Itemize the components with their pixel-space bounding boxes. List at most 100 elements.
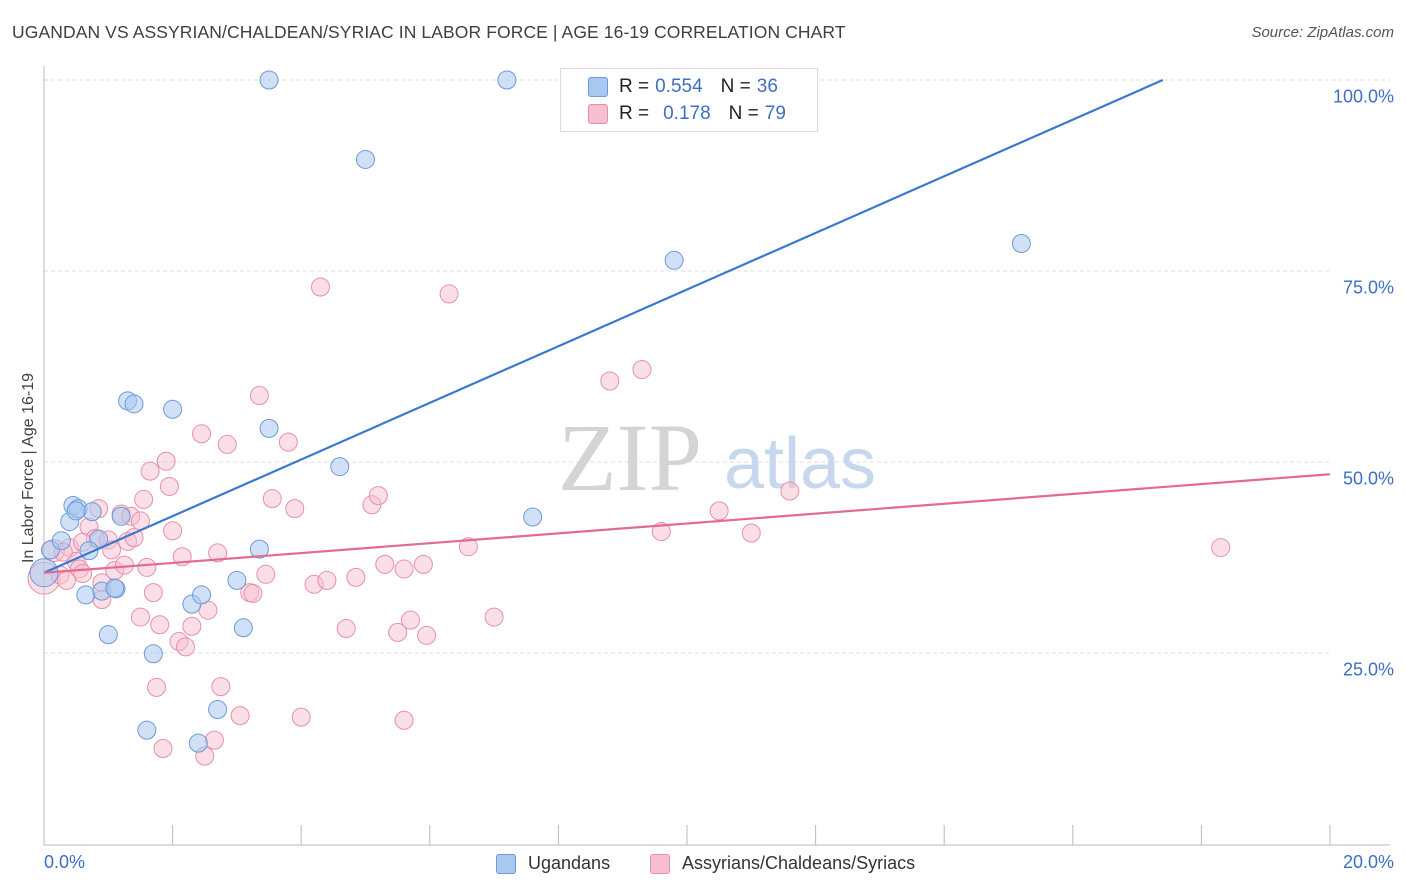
assyrians-point <box>217 434 237 454</box>
ugandans-point <box>523 507 543 527</box>
ugandans-point <box>356 149 375 169</box>
assyrians-point <box>709 501 729 521</box>
chart-title: UGANDAN VS ASSYRIAN/CHALDEAN/SYRIAC IN L… <box>12 22 846 42</box>
ugandans-point <box>98 625 118 645</box>
assyrians-point <box>163 521 183 541</box>
trendlines <box>43 78 1331 574</box>
ugandans-point <box>330 457 350 477</box>
legend-item-ugandans[interactable]: Ugandans <box>496 853 610 874</box>
assyrians-point <box>336 619 356 639</box>
legend-swatch-ugandans <box>496 853 516 874</box>
series-legend: Ugandans Assyrians/Chaldeans/Syriacs <box>0 852 1406 878</box>
ugandans-point <box>497 70 517 90</box>
watermark: ZIP atlas <box>558 404 876 511</box>
ugandans-point <box>664 250 684 270</box>
legend-n-label: N = <box>728 103 759 124</box>
assyrians-point <box>484 607 504 627</box>
assyrians-point <box>413 554 433 574</box>
assyrians-point <box>211 677 231 697</box>
assyrians-point <box>140 461 160 481</box>
y-tick-label-25: 25.0% <box>1342 659 1394 680</box>
assyrians-point <box>346 567 366 587</box>
legend-n-label: N = <box>720 76 751 97</box>
source-label: Source: ZipAtlas.com <box>1251 24 1394 41</box>
assyrians-point <box>137 557 157 577</box>
assyrians-point <box>130 607 150 627</box>
ugandans-point <box>105 578 125 598</box>
legend-label-ugandans: Ugandans <box>528 853 611 873</box>
assyrians-trendline <box>43 473 1331 574</box>
assyrians-point <box>1211 538 1231 558</box>
ugandans-point <box>143 644 163 664</box>
legend-r-label: R = <box>619 103 650 124</box>
ugandans-point <box>111 506 131 526</box>
ugandans-point <box>192 585 212 605</box>
assyrians-point <box>780 481 800 501</box>
ugandans-points <box>29 70 1031 753</box>
assyrians-point <box>600 371 620 391</box>
legend-r-value: 0.554 <box>655 76 703 97</box>
ugandans-point <box>66 501 86 521</box>
watermark-atlas: atlas <box>724 424 876 504</box>
ugandans-point <box>249 539 269 559</box>
legend-n-value: 36 <box>756 76 778 97</box>
assyrians-point <box>208 543 228 563</box>
gridlines <box>44 79 1390 654</box>
legend-swatch-assyrians <box>650 853 670 874</box>
assyrians-point <box>262 489 282 509</box>
assyrians-point <box>175 637 195 657</box>
assyrians-point <box>192 424 212 444</box>
ugandans-point <box>208 700 228 720</box>
assyrians-point <box>249 386 269 406</box>
assyrians-point <box>256 564 276 584</box>
ugandans-point <box>76 585 96 605</box>
stats-legend: R = 0.554 N = 36 R = 0.178 N = 79 <box>560 68 818 132</box>
assyrians-point <box>291 707 311 727</box>
assyrians-point <box>182 616 202 636</box>
x-tick-label-max: 20.0% <box>1342 852 1394 872</box>
y-tick-label-100: 100.0% <box>1332 86 1394 107</box>
legend-row-assyrians: R = 0.178 N = 79 <box>619 102 786 126</box>
ugandans-point <box>188 733 208 753</box>
watermark-zip: ZIP <box>558 404 702 511</box>
assyrians-point <box>375 554 395 574</box>
assyrians-point <box>651 522 671 542</box>
ugandans-trendline <box>43 78 1164 574</box>
ugandans-point <box>259 70 279 90</box>
assyrians-point <box>458 537 478 557</box>
assyrians-point <box>388 622 408 642</box>
assyrians-point <box>73 564 93 584</box>
ugandans-point <box>124 394 144 414</box>
assyrians-point <box>230 706 250 726</box>
assyrians-point <box>394 710 414 730</box>
ugandans-point <box>233 618 253 638</box>
assyrians-point <box>401 610 421 630</box>
assyrians-point <box>134 489 154 509</box>
assyrians-point <box>147 677 167 697</box>
assyrians-point <box>632 360 652 380</box>
assyrians-point <box>143 583 163 603</box>
y-tick-label-50: 50.0% <box>1342 468 1394 489</box>
legend-r-label: R = <box>619 76 650 97</box>
assyrians-point <box>439 284 459 304</box>
legend-item-assyrians[interactable]: Assyrians/Chaldeans/Syriacs <box>650 853 915 874</box>
assyrians-point <box>204 730 224 750</box>
ugandans-point <box>163 399 183 419</box>
assyrians-point <box>394 559 414 579</box>
assyrians-points <box>27 277 1231 766</box>
assyrians-point <box>153 739 173 758</box>
assyrians-point <box>310 277 330 297</box>
ugandans-point <box>1011 233 1031 253</box>
legend-n-value: 79 <box>764 103 786 124</box>
ugandans-point <box>51 531 71 551</box>
ugandans-point <box>227 570 247 590</box>
legend-swatch-assyrians <box>588 104 608 124</box>
axes <box>43 66 1390 846</box>
y-tick-label-75: 75.0% <box>1342 277 1394 298</box>
assyrians-point <box>368 486 388 506</box>
legend-swatch-ugandans <box>588 77 608 97</box>
assyrians-point <box>741 523 761 543</box>
assyrians-point <box>417 625 437 645</box>
assyrians-point <box>317 570 337 590</box>
